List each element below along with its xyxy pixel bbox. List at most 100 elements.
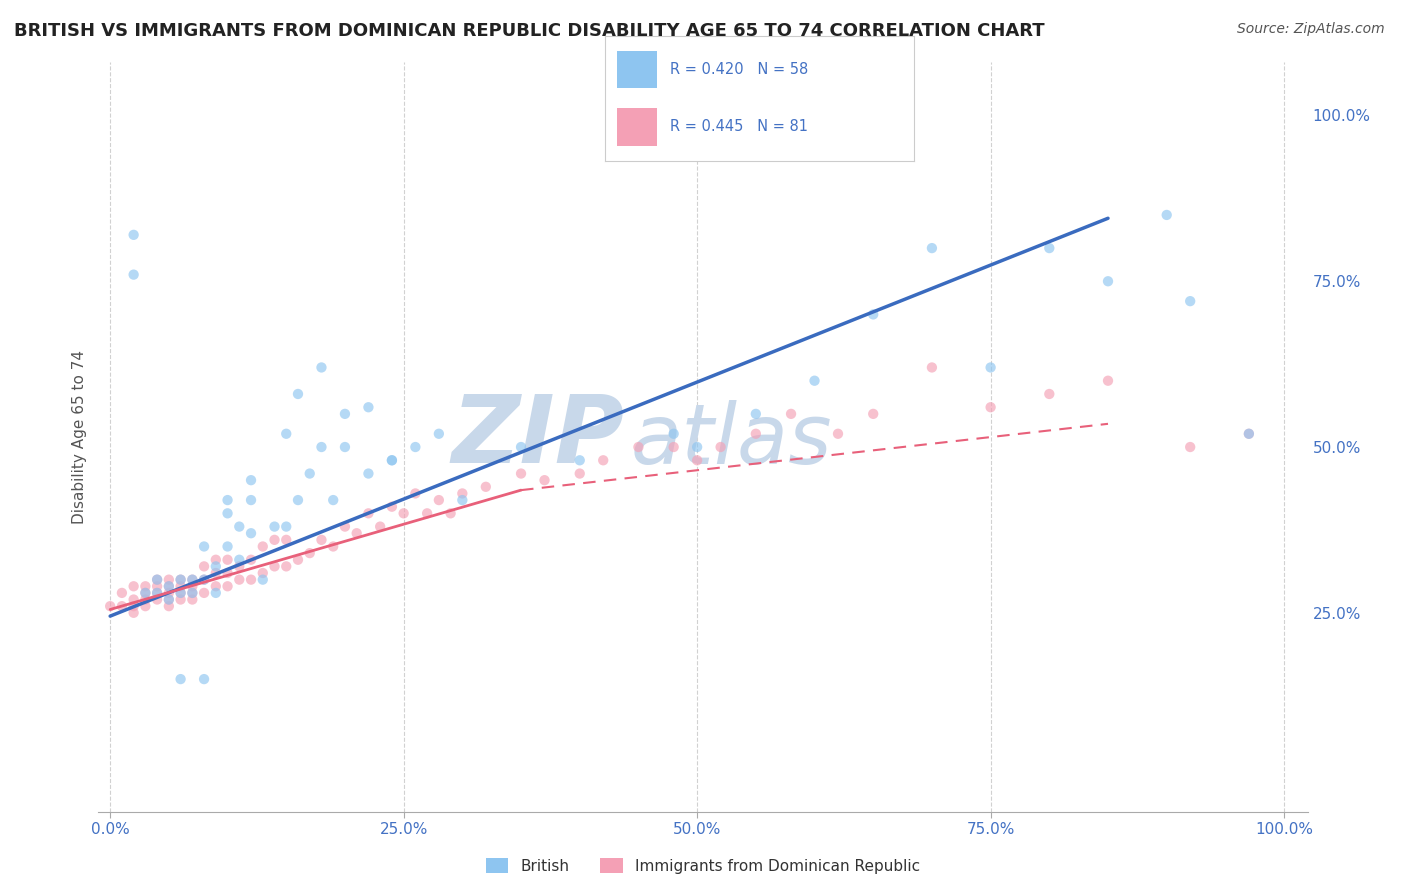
Point: [240, 493, 263, 508]
Point: [568, 467, 591, 481]
Point: [204, 586, 226, 600]
Text: Source: ZipAtlas.com: Source: ZipAtlas.com: [1237, 22, 1385, 37]
Point: [252, 566, 274, 580]
Point: [475, 480, 498, 494]
Point: [287, 387, 309, 401]
Point: [662, 426, 685, 441]
Point: [122, 592, 145, 607]
Point: [980, 401, 1002, 415]
Point: [146, 586, 169, 600]
Point: [193, 672, 215, 686]
Point: [263, 533, 285, 547]
Point: [346, 526, 368, 541]
Point: [1038, 241, 1060, 255]
Point: [357, 506, 380, 520]
Point: [686, 453, 709, 467]
Point: [263, 519, 285, 533]
Point: [980, 360, 1002, 375]
Point: [169, 573, 191, 587]
Point: [627, 440, 650, 454]
Text: atlas: atlas: [630, 401, 832, 482]
Point: [381, 453, 404, 467]
Point: [311, 440, 333, 454]
Point: [217, 493, 239, 508]
Point: [217, 566, 239, 580]
Point: [276, 519, 298, 533]
Point: [204, 566, 226, 580]
Point: [217, 506, 239, 520]
Point: [862, 307, 884, 321]
Point: [122, 599, 145, 614]
Point: [217, 553, 239, 567]
Point: [193, 540, 215, 554]
Point: [427, 493, 450, 508]
Point: [803, 374, 825, 388]
Point: [252, 540, 274, 554]
Point: [322, 493, 344, 508]
Point: [357, 467, 380, 481]
Bar: [617, 108, 657, 145]
Text: BRITISH VS IMMIGRANTS FROM DOMINICAN REPUBLIC DISABILITY AGE 65 TO 74 CORRELATIO: BRITISH VS IMMIGRANTS FROM DOMINICAN REP…: [14, 22, 1045, 40]
Point: [204, 559, 226, 574]
Bar: [617, 51, 657, 88]
Point: [287, 553, 309, 567]
Point: [381, 500, 404, 514]
Point: [181, 586, 204, 600]
Point: [662, 440, 685, 454]
Point: [193, 586, 215, 600]
Point: [252, 573, 274, 587]
Point: [1156, 208, 1178, 222]
Point: [146, 592, 169, 607]
Point: [204, 579, 226, 593]
Point: [533, 473, 555, 487]
Point: [122, 606, 145, 620]
Point: [228, 573, 250, 587]
Point: [204, 553, 226, 567]
Point: [240, 553, 263, 567]
Point: [228, 559, 250, 574]
Point: [134, 579, 156, 593]
Point: [263, 559, 285, 574]
Point: [169, 592, 191, 607]
Point: [169, 586, 191, 600]
Point: [181, 586, 204, 600]
Point: [169, 586, 191, 600]
Point: [1038, 387, 1060, 401]
Point: [146, 579, 169, 593]
Point: [392, 506, 415, 520]
Point: [568, 453, 591, 467]
Point: [276, 533, 298, 547]
Point: [111, 599, 134, 614]
Point: [217, 540, 239, 554]
Text: R = 0.445   N = 81: R = 0.445 N = 81: [669, 120, 807, 135]
Point: [111, 586, 134, 600]
Point: [439, 506, 461, 520]
Point: [322, 540, 344, 554]
Point: [98, 599, 121, 614]
Point: [276, 559, 298, 574]
Legend: British, Immigrants from Dominican Republic: British, Immigrants from Dominican Repub…: [479, 852, 927, 880]
Point: [862, 407, 884, 421]
Point: [745, 426, 768, 441]
Point: [181, 592, 204, 607]
Point: [1180, 294, 1202, 309]
Point: [298, 546, 321, 560]
Point: [134, 599, 156, 614]
Point: [1097, 374, 1119, 388]
Point: [333, 519, 356, 533]
Point: [311, 533, 333, 547]
Point: [276, 426, 298, 441]
Point: [193, 559, 215, 574]
Point: [827, 426, 849, 441]
Text: ZIP: ZIP: [451, 391, 624, 483]
Point: [157, 592, 180, 607]
Point: [333, 440, 356, 454]
Point: [228, 553, 250, 567]
Point: [181, 573, 204, 587]
Text: R = 0.420   N = 58: R = 0.420 N = 58: [669, 62, 808, 77]
Point: [169, 579, 191, 593]
Point: [122, 268, 145, 282]
Point: [157, 599, 180, 614]
Point: [745, 407, 768, 421]
Point: [311, 360, 333, 375]
